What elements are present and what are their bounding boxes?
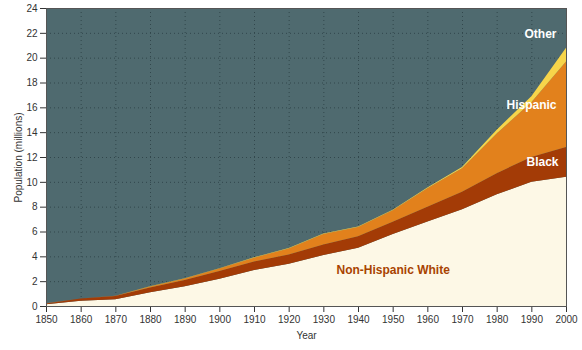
svg-text:8: 8: [32, 201, 38, 212]
svg-text:1920: 1920: [278, 314, 301, 325]
svg-text:10: 10: [26, 177, 38, 188]
svg-text:1910: 1910: [243, 314, 266, 325]
svg-text:Other: Other: [524, 27, 556, 41]
svg-text:1860: 1860: [70, 314, 93, 325]
svg-text:12: 12: [26, 152, 38, 163]
svg-text:2: 2: [32, 276, 38, 287]
svg-text:1960: 1960: [417, 314, 440, 325]
svg-text:4: 4: [32, 251, 38, 262]
svg-text:18: 18: [26, 77, 38, 88]
svg-text:1890: 1890: [174, 314, 197, 325]
svg-text:16: 16: [26, 102, 38, 113]
svg-text:14: 14: [26, 127, 38, 138]
svg-text:1850: 1850: [35, 314, 58, 325]
svg-text:20: 20: [26, 52, 38, 63]
svg-text:1930: 1930: [313, 314, 336, 325]
svg-text:1950: 1950: [382, 314, 405, 325]
svg-text:0: 0: [32, 301, 38, 312]
svg-text:1990: 1990: [521, 314, 544, 325]
svg-text:Non-Hispanic White: Non-Hispanic White: [336, 263, 450, 277]
svg-text:1940: 1940: [347, 314, 370, 325]
svg-text:1900: 1900: [209, 314, 232, 325]
svg-text:Year: Year: [296, 330, 317, 341]
svg-text:1880: 1880: [139, 314, 162, 325]
svg-text:22: 22: [26, 28, 38, 39]
svg-text:6: 6: [32, 226, 38, 237]
svg-text:Population (millions): Population (millions): [13, 112, 24, 202]
svg-text:1970: 1970: [451, 314, 474, 325]
svg-text:2000: 2000: [555, 314, 578, 325]
svg-text:1980: 1980: [486, 314, 509, 325]
svg-text:Hispanic: Hispanic: [506, 98, 556, 112]
svg-text:24: 24: [26, 3, 38, 14]
svg-text:1870: 1870: [105, 314, 128, 325]
svg-text:Black: Black: [526, 155, 558, 169]
